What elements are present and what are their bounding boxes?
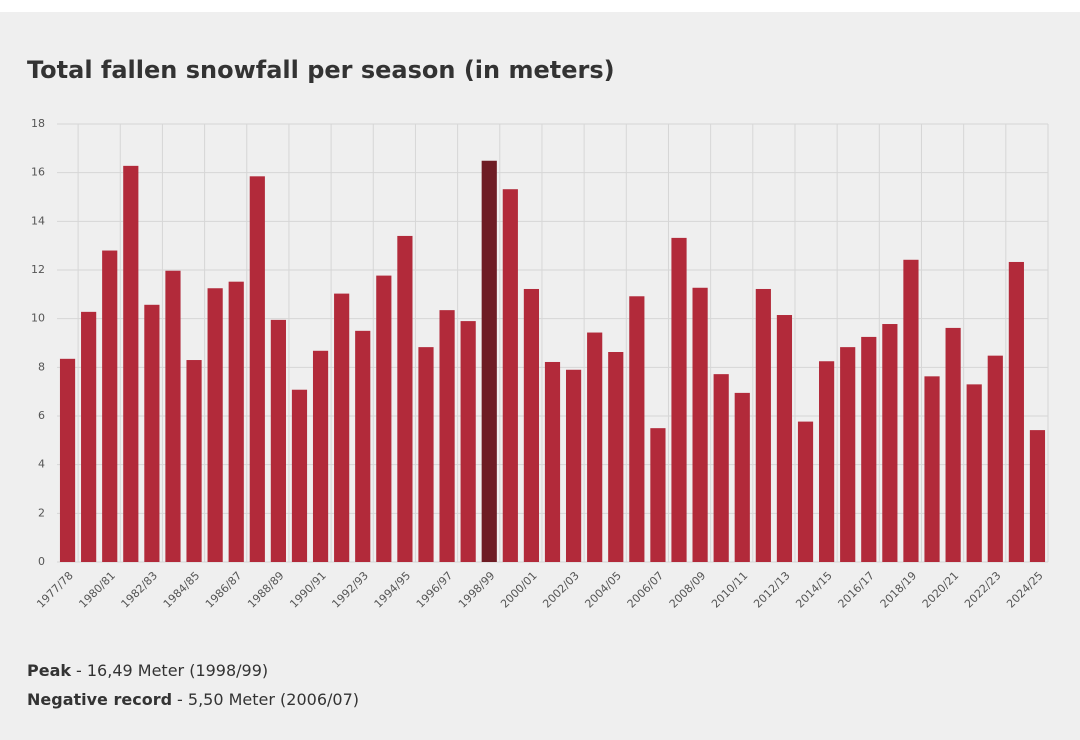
bar (355, 330, 371, 562)
bar (102, 250, 118, 563)
x-tick-label: 1990/91 (287, 569, 329, 611)
y-tick-label: 0 (38, 555, 45, 568)
bar (587, 332, 603, 562)
bar (776, 315, 793, 562)
bar (755, 288, 771, 562)
bar (945, 327, 961, 562)
x-tick-label: 1996/97 (414, 569, 456, 611)
y-tick-label: 8 (38, 360, 45, 373)
bar (861, 336, 877, 562)
y-tick-label: 14 (31, 214, 45, 227)
bar (460, 321, 476, 562)
chart-title: Total fallen snowfall per season (in met… (27, 56, 615, 84)
x-tick-label: 2004/05 (582, 569, 624, 611)
x-tick-label: 1982/83 (119, 569, 161, 611)
x-tick-label: 2006/07 (625, 569, 667, 611)
x-tick-label: 1986/87 (203, 569, 245, 611)
bar (671, 237, 687, 562)
bar (165, 270, 181, 562)
y-tick-label: 12 (31, 263, 45, 276)
note-label: Peak (27, 661, 72, 680)
note: Peak - 16,49 Meter (1998/99) (27, 656, 359, 685)
x-tick-label: 2020/21 (920, 569, 962, 611)
y-tick-label: 4 (38, 458, 45, 471)
y-tick-label: 2 (38, 506, 45, 519)
x-tick-label: 2012/13 (751, 569, 793, 611)
x-tick-label: 2008/09 (667, 569, 709, 611)
bar (713, 374, 729, 562)
bar (186, 360, 202, 562)
bar (397, 235, 413, 562)
bar (123, 165, 139, 562)
note-label: Negative record (27, 690, 173, 709)
x-tick-label: 2010/11 (709, 569, 751, 611)
x-tick-label: 1994/95 (372, 569, 414, 611)
bar (987, 355, 1003, 562)
y-tick-label: 18 (31, 117, 45, 130)
y-tick-label: 6 (38, 409, 45, 422)
bar (544, 361, 561, 562)
bar (1029, 430, 1046, 562)
bar (228, 281, 244, 562)
x-tick-label: 2018/19 (878, 569, 920, 611)
bar (819, 361, 835, 562)
bar (797, 421, 814, 562)
x-tick-label: 2022/23 (962, 569, 1004, 611)
bar (502, 189, 518, 563)
bar (376, 275, 392, 562)
x-tick-label: 1977/78 (34, 569, 76, 611)
bar (523, 288, 540, 562)
bar (924, 376, 940, 562)
x-tick-label: 1998/99 (456, 569, 498, 611)
x-tick-label: 1984/85 (161, 569, 203, 611)
note-text: - 5,50 Meter (2006/07) (177, 690, 359, 709)
x-tick-label: 1992/93 (329, 569, 371, 611)
x-tick-label: 1980/81 (76, 569, 118, 611)
bar (312, 350, 329, 562)
bar (629, 296, 645, 562)
bar (334, 293, 350, 562)
note-text: - 16,49 Meter (1998/99) (76, 661, 269, 680)
bar (882, 324, 898, 562)
bar (81, 311, 97, 562)
x-tick-label: 2000/01 (498, 569, 540, 611)
bar (565, 369, 582, 562)
x-tick-label: 2002/03 (540, 569, 582, 611)
x-tick-label: 2024/25 (1004, 569, 1046, 611)
note: Negative record - 5,50 Meter (2006/07) (27, 685, 359, 714)
bar (207, 288, 223, 562)
bar (650, 428, 666, 562)
bar (439, 310, 455, 562)
bar (840, 347, 856, 562)
bar (270, 319, 286, 562)
notes: Peak - 16,49 Meter (1998/99) Negative reco… (27, 656, 359, 714)
y-tick-label: 16 (31, 166, 45, 179)
bar (59, 358, 76, 562)
bar (481, 160, 497, 562)
card: Total fallen snowfall per season (in met… (0, 12, 1080, 740)
x-tick-label: 2016/17 (836, 569, 878, 611)
bar (1008, 261, 1024, 562)
bar (608, 352, 624, 562)
bar (692, 287, 708, 562)
y-tick-label: 10 (31, 312, 45, 325)
bar (966, 384, 982, 562)
bar (903, 259, 919, 562)
bar (144, 304, 160, 562)
bar (291, 389, 308, 562)
bar (249, 176, 265, 563)
bar (418, 347, 434, 562)
x-tick-label: 1988/89 (245, 569, 287, 611)
bar (734, 392, 750, 562)
x-tick-label: 2014/15 (793, 569, 835, 611)
